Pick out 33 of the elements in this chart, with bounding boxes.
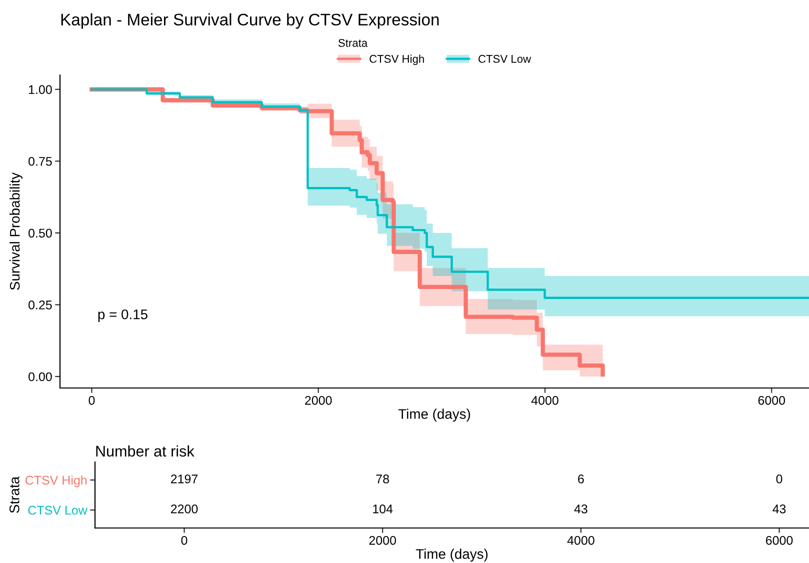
data-label: 2200 <box>170 504 198 514</box>
data-label: 0 <box>776 474 782 484</box>
data-label: 2197 <box>170 474 198 484</box>
data-label: 6 <box>578 474 584 484</box>
legend-title: Strata <box>338 39 368 47</box>
y-tick-label: 1.00 <box>28 85 52 94</box>
y-tick-label: 0.75 <box>28 156 52 166</box>
y-tick-label: 0.00 <box>28 372 52 382</box>
x-tick-label: 0 <box>88 396 95 405</box>
x-axis-title: Time (days) <box>398 408 470 422</box>
data-label: 104 <box>373 504 393 514</box>
annotation: p = 0.15 <box>98 309 148 322</box>
y-tick-label: 0.50 <box>28 228 52 238</box>
data-label: 43 <box>772 504 786 514</box>
x-tick-label: 6000 <box>766 536 793 545</box>
chart-title: Number at risk <box>96 445 194 457</box>
y-axis-title: Survival Probability <box>10 172 22 290</box>
x-axis-title: Time (days) <box>416 548 488 562</box>
y-tick-label: 0.25 <box>28 300 52 310</box>
x-tick-label: 6000 <box>758 396 786 405</box>
data-label: 78 <box>376 474 389 484</box>
x-tick-label: 4000 <box>531 396 558 405</box>
data-label: 43 <box>574 504 588 514</box>
chart-title: Kaplan - Meier Survival Curve by CTSV Expression <box>61 13 439 29</box>
y-axis-title: Strata <box>9 476 20 513</box>
legend-label: CTSV Low <box>478 54 532 63</box>
y-tick-label: CTSV Low <box>28 506 88 515</box>
x-tick-label: 2000 <box>305 396 332 405</box>
x-tick-label: 0 <box>181 536 188 545</box>
x-tick-label: 2000 <box>369 536 396 545</box>
legend-label: CTSV High <box>370 54 424 65</box>
x-tick-label: 4000 <box>567 536 594 545</box>
y-tick-label: CTSV High <box>25 475 87 488</box>
